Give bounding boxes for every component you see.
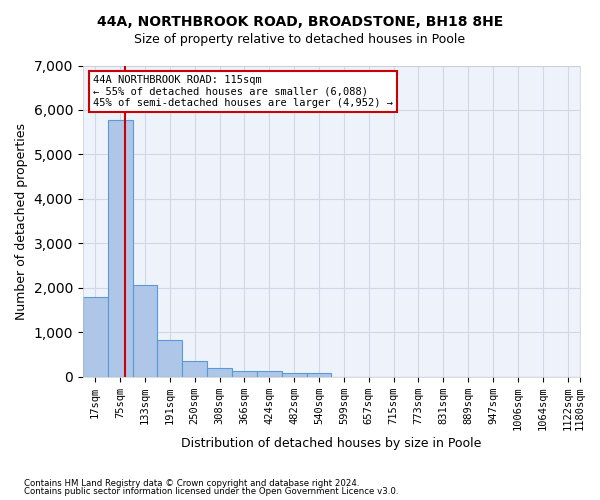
Bar [133, 285, 157, 376]
X-axis label: Distribution of detached houses by size in Poole: Distribution of detached houses by size … [181, 437, 482, 450]
Bar [207, 368, 232, 376]
Text: Contains public sector information licensed under the Open Government Licence v3: Contains public sector information licen… [24, 487, 398, 496]
Text: Size of property relative to detached houses in Poole: Size of property relative to detached ho… [134, 32, 466, 46]
Bar [182, 362, 207, 376]
Text: Contains HM Land Registry data © Crown copyright and database right 2024.: Contains HM Land Registry data © Crown c… [24, 478, 359, 488]
Bar [232, 372, 257, 376]
Y-axis label: Number of detached properties: Number of detached properties [15, 122, 28, 320]
Bar [257, 372, 281, 376]
Text: 44A NORTHBROOK ROAD: 115sqm
← 55% of detached houses are smaller (6,088)
45% of : 44A NORTHBROOK ROAD: 115sqm ← 55% of det… [93, 75, 393, 108]
Bar [107, 120, 133, 376]
Bar [281, 372, 307, 376]
Text: 44A, NORTHBROOK ROAD, BROADSTONE, BH18 8HE: 44A, NORTHBROOK ROAD, BROADSTONE, BH18 8… [97, 15, 503, 29]
Bar [83, 298, 107, 376]
Bar [157, 340, 182, 376]
Bar [307, 374, 331, 376]
